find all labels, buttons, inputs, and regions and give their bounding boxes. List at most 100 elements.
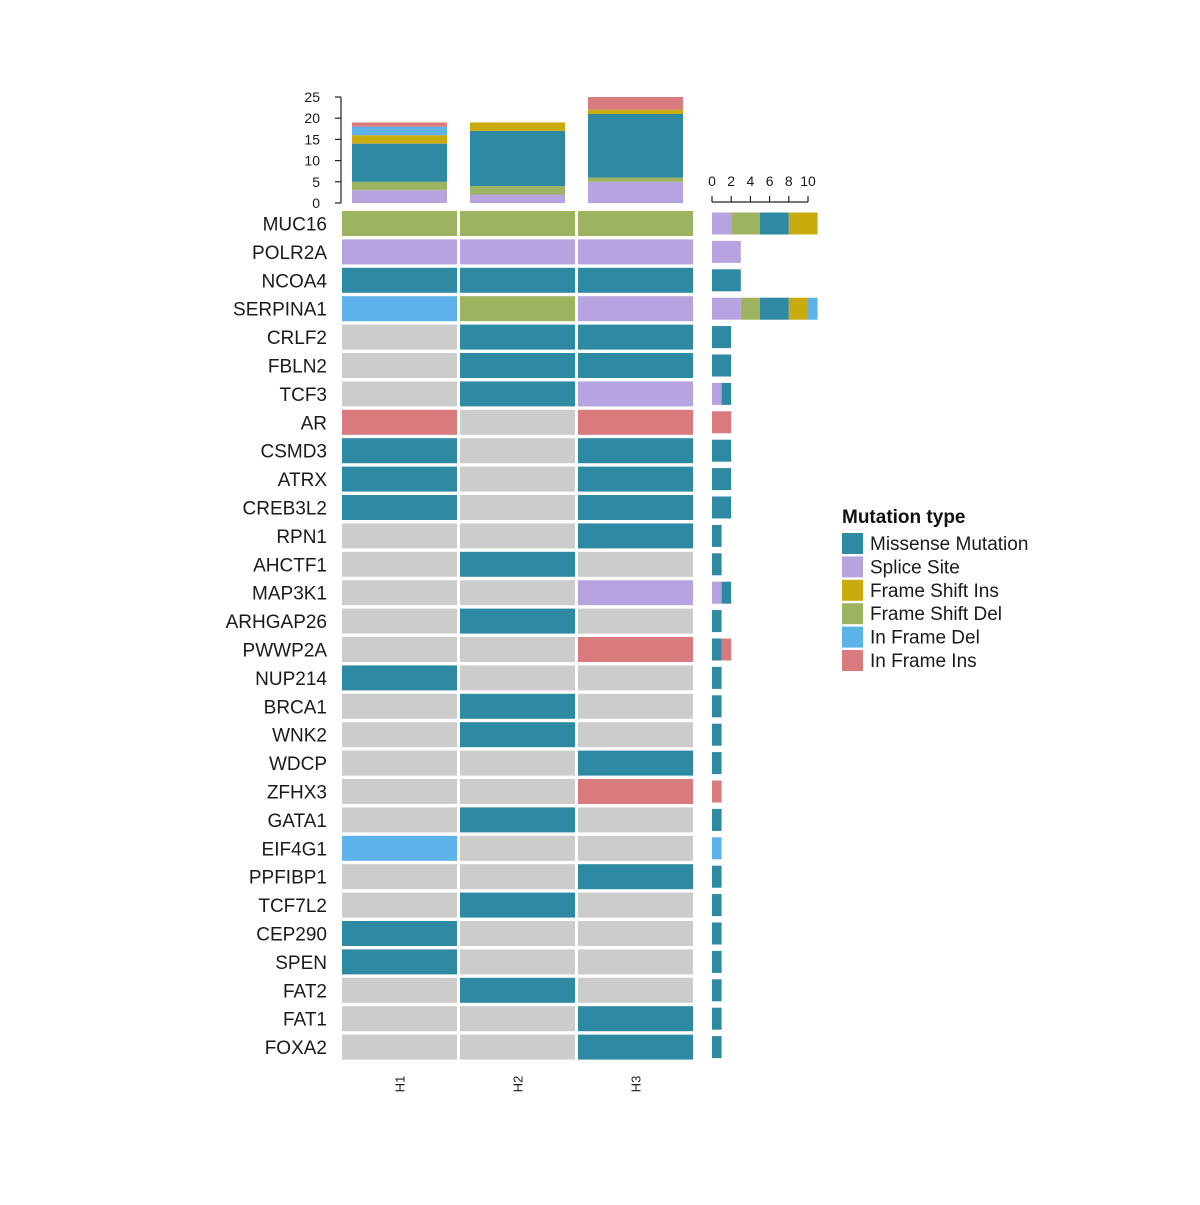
- gene-label-eif4g1: EIF4G1: [262, 839, 327, 860]
- gene-label-atrx: ATRX: [278, 470, 328, 491]
- gene-label-spen: SPEN: [275, 953, 327, 974]
- sample-label-h3: H3: [629, 1076, 644, 1093]
- right-bar-serpina1-missense-mutation: [760, 297, 789, 320]
- cell-eif4g1-h2: [460, 835, 575, 861]
- cell-zfhx3-h3: [578, 779, 693, 804]
- cell-fat2-h1: [342, 977, 457, 1003]
- right-bar-tcf7l2-missense-mutation: [712, 894, 722, 917]
- top-axis-tick-label-0: 0: [312, 195, 320, 211]
- sample-label-h2: H2: [511, 1076, 526, 1093]
- cell-muc16-h1: [342, 211, 457, 236]
- cell-ncoa4-h2: [460, 267, 575, 293]
- right-bar-tcf3-missense-mutation: [721, 382, 732, 405]
- cell-ppfibp1-h3: [578, 864, 693, 890]
- right-bar-polr2a-splice-site: [712, 240, 741, 263]
- right-bar-tcf3-splice-site: [712, 382, 722, 405]
- top-bar-h3-splice-site: [588, 181, 683, 203]
- cell-brca1-h2: [460, 693, 575, 719]
- top-bar-h3-frame-shift-ins: [588, 109, 683, 114]
- right-bar-ahctf1-missense-mutation: [712, 553, 722, 576]
- top-bar-h1-frame-shift-del: [352, 181, 447, 191]
- cell-tcf7l2-h2: [460, 892, 575, 918]
- gene-labels: MUC16 POLR2A NCOA4 SERPINA1 CRLF2 FBLN2 TCF3 AR…: [226, 215, 328, 1060]
- cell-rpn1-h1: [342, 523, 457, 549]
- right-bar-map3k1-missense-mutation: [721, 581, 732, 604]
- cell-atrx-h1: [342, 466, 457, 492]
- gene-label-wnk2: WNK2: [272, 726, 327, 747]
- gene-label-foxa2: FOXA2: [265, 1038, 327, 1059]
- sample-labels: H1 H2 H3: [393, 1076, 644, 1093]
- cell-wnk2-h3: [578, 722, 693, 748]
- cell-tcf7l2-h3: [578, 892, 693, 918]
- right-bar-fat2-missense-mutation: [712, 979, 722, 1002]
- gene-label-csmd3: CSMD3: [260, 442, 327, 463]
- cell-tcf3-h3: [578, 381, 693, 407]
- cell-tcf7l2-h1: [342, 892, 457, 918]
- top-bar-h3-in-frame-ins: [588, 97, 683, 110]
- gene-label-tcf3: TCF3: [280, 385, 328, 406]
- gene-label-ar: AR: [301, 413, 327, 434]
- legend-label-frame-shift-del: Frame Shift Del: [870, 604, 1002, 625]
- gene-label-zfhx3: ZFHX3: [267, 783, 327, 804]
- cell-ahctf1-h1: [342, 551, 457, 577]
- cell-polr2a-h1: [342, 239, 457, 265]
- cell-eif4g1-h3: [578, 835, 693, 861]
- right-bar-muc16-splice-site: [712, 212, 732, 235]
- cell-foxa2-h3: [578, 1034, 693, 1060]
- right-bar-map3k1-splice-site: [712, 581, 722, 604]
- cell-atrx-h2: [460, 466, 575, 492]
- right-bar-ppfibp1-missense-mutation: [712, 865, 722, 888]
- cell-rpn1-h3: [578, 523, 693, 549]
- cell-nup214-h2: [460, 665, 575, 691]
- right-bar-wnk2-missense-mutation: [712, 723, 722, 746]
- cell-fbln2-h1: [342, 353, 457, 378]
- legend-label-in-frame-del: In Frame Del: [870, 628, 980, 649]
- right-bar-creb3l2-missense-mutation: [712, 496, 732, 519]
- legend-label-frame-shift-ins: Frame Shift Ins: [870, 581, 999, 602]
- cell-tcf3-h2: [460, 381, 575, 407]
- top-bar-h2-splice-site: [470, 194, 565, 203]
- right-bar-muc16-frame-shift-del: [731, 212, 760, 235]
- cell-map3k1-h2: [460, 580, 575, 606]
- right-bar-brca1-missense-mutation: [712, 695, 722, 718]
- gene-label-gata1: GATA1: [268, 811, 327, 832]
- legend-label-missense-mutation: Missense Mutation: [870, 534, 1028, 555]
- cell-crlf2-h2: [460, 324, 575, 350]
- legend-swatch-in-frame-ins: [842, 650, 863, 671]
- cell-ar-h2: [460, 409, 575, 435]
- cell-csmd3-h1: [342, 438, 457, 464]
- top-axis-tick-label-15: 15: [304, 131, 320, 147]
- top-axis-tick-label-10: 10: [304, 153, 320, 169]
- cell-polr2a-h2: [460, 239, 575, 265]
- right-axis-tick-label-6: 6: [766, 173, 774, 189]
- cell-cep290-h2: [460, 921, 575, 946]
- right-bar-muc16-frame-shift-ins: [788, 212, 818, 235]
- right-axis-tick-label-2: 2: [727, 173, 735, 189]
- mutation-matrix: [342, 211, 693, 1060]
- sample-label-h1: H1: [393, 1076, 408, 1093]
- cell-ncoa4-h3: [578, 267, 693, 293]
- legend-swatch-frame-shift-ins: [842, 579, 863, 601]
- cell-gata1-h2: [460, 807, 575, 833]
- right-bar-fbln2-missense-mutation: [712, 354, 732, 377]
- cell-brca1-h3: [578, 693, 693, 719]
- cell-tcf3-h1: [342, 381, 457, 407]
- gene-label-tcf7l2: TCF7L2: [258, 896, 327, 917]
- sample-mutation-count-barplot: 0 5 10 15 20 25: [304, 89, 683, 211]
- top-axis-tick-label-5: 5: [312, 174, 320, 190]
- gene-label-nup214: NUP214: [255, 669, 327, 690]
- cell-muc16-h2: [460, 211, 575, 236]
- top-bar-h1-in-frame-ins: [352, 122, 447, 127]
- cell-wnk2-h2: [460, 722, 575, 748]
- gene-label-brca1: BRCA1: [264, 697, 327, 718]
- legend-title: Mutation type: [842, 507, 966, 528]
- cell-gata1-h3: [578, 807, 693, 833]
- cell-ncoa4-h1: [342, 267, 457, 293]
- cell-ar-h3: [578, 409, 693, 435]
- cell-cep290-h1: [342, 921, 457, 946]
- top-axis-tick-label-20: 20: [304, 110, 320, 126]
- gene-label-pwwp2a: PWWP2A: [243, 641, 328, 662]
- right-bar-zfhx3-in-frame-ins: [712, 780, 722, 803]
- right-bar-gata1-missense-mutation: [712, 808, 722, 831]
